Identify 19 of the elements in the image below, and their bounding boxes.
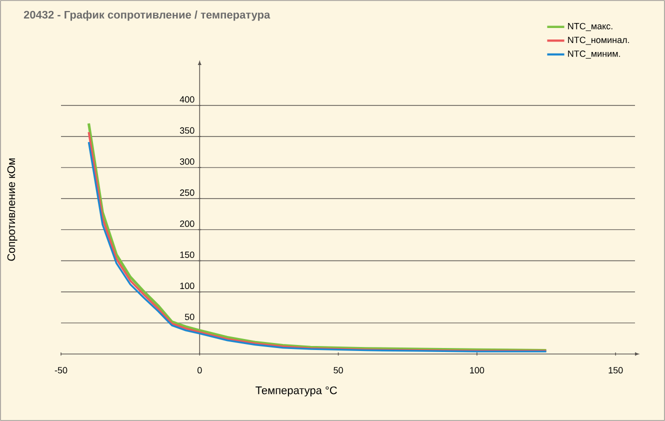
x-tick-label: 50: [334, 367, 343, 374]
y-tick-label: 350: [180, 127, 194, 134]
x-tick-label: -50: [54, 367, 68, 374]
y-tick-label: 200: [180, 220, 194, 227]
chart-title: 20432 - График сопротивление / температура: [24, 10, 270, 21]
y-axis-title: Сопротивление кОм: [7, 158, 18, 261]
y-tick-label: 250: [180, 189, 194, 196]
y-tick-label: 50: [184, 314, 194, 320]
y-tick-label: 150: [180, 252, 194, 258]
x-tick-label: 100: [470, 367, 484, 374]
legend-label: NTC_номинал.: [568, 36, 629, 45]
y-tick-label: 100: [180, 282, 194, 290]
y-tick-label: 300: [180, 158, 194, 165]
legend-label: NTC_миним.: [568, 50, 620, 59]
x-tick-label: 0: [197, 367, 202, 374]
x-tick-label: 150: [608, 367, 623, 374]
x-axis-title: Температура °C: [256, 386, 337, 396]
legend-label: NTC_макс.: [568, 22, 612, 32]
y-tick-label: 400: [180, 96, 194, 103]
